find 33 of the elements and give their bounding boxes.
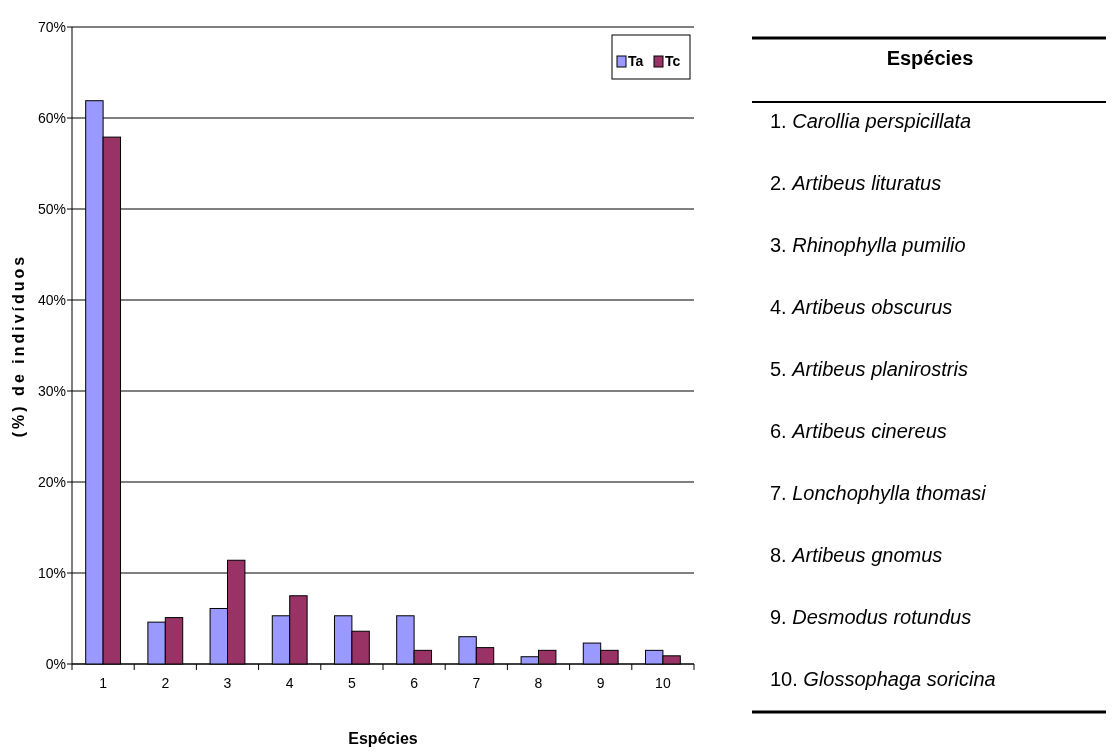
text: Espécies <box>886 47 974 69</box>
legend-label: Tc <box>665 53 681 69</box>
text: 10. Glossophaga soricina <box>770 668 996 690</box>
y-tick-label: 30% <box>37 382 66 399</box>
text: 5. Artibeus planirostris <box>770 358 968 380</box>
text: 2. Artibeus lituratus <box>770 172 942 194</box>
y-tick-label: 50% <box>37 200 66 217</box>
y-tick-label: 10% <box>37 564 66 581</box>
text: 9. Desmodus rotundus <box>770 606 972 628</box>
y-tick-label: 70% <box>37 18 66 35</box>
x-tick-label: 4 <box>285 675 294 691</box>
x-tick-label: 5 <box>348 675 356 691</box>
x-tick-label: 7 <box>472 675 481 691</box>
text: 7. Lonchophylla thomasi <box>770 482 987 504</box>
x-tick-label: 3 <box>223 675 232 691</box>
y-axis-title: (%) de indivíduos <box>10 253 27 438</box>
text: 1. Carollia perspicillata <box>770 110 972 132</box>
y-tick-label: 40% <box>37 291 66 308</box>
x-tick-label: 2 <box>161 675 170 691</box>
x-tick-label: 6 <box>410 675 419 691</box>
y-tick-label: 0% <box>45 655 66 672</box>
text: 4. Artibeus obscurus <box>770 296 953 318</box>
x-tick-label: 9 <box>596 675 605 691</box>
legend-label: Ta <box>628 53 644 69</box>
text: 6. Artibeus cinereus <box>770 420 947 442</box>
text: 8. Artibeus gnomus <box>770 544 943 566</box>
x-axis-title: Espécies <box>348 730 418 747</box>
x-tick-label: 10 <box>655 675 671 691</box>
text: 3. Rhinophylla pumilio <box>770 234 966 256</box>
y-tick-label: 20% <box>37 473 66 490</box>
y-tick-label: 60% <box>37 109 66 126</box>
x-tick-label: 8 <box>534 675 543 691</box>
x-tick-label: 1 <box>99 675 108 691</box>
